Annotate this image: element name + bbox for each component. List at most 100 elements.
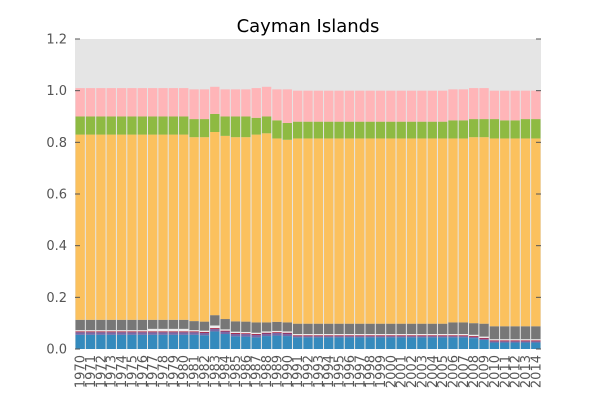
bar-segment-2013-s3 — [520, 339, 531, 341]
bar-segment-2005-s1 — [437, 336, 448, 338]
x-tick-label: 1987 — [250, 355, 265, 388]
bar-segment-2003-s7 — [417, 90, 427, 122]
bar-segment-1978-s0 — [158, 334, 168, 349]
bar-segment-2007-s1 — [458, 336, 469, 338]
bar-segment-1996-s1 — [344, 336, 355, 338]
y-tick-label: 1.2 — [46, 33, 67, 48]
bar-segment-2011-s4 — [500, 326, 510, 340]
bar-segment-1971-s5 — [85, 134, 96, 320]
bar-segment-2010-s2 — [489, 340, 500, 342]
bar-segment-2010-s0 — [489, 342, 500, 349]
bar-segment-1977-s6 — [147, 116, 158, 135]
bar-segment-1984-s0 — [220, 334, 230, 349]
bar-segment-2006-s3 — [448, 334, 458, 336]
bar-segment-1999-s2 — [375, 335, 386, 337]
bar-segment-1997-s5 — [355, 138, 365, 324]
bar-segment-2013-s6 — [520, 119, 531, 139]
x-tick-label: 1977 — [146, 355, 161, 388]
bar-segment-1973-s6 — [106, 116, 116, 135]
y-tick-label: 0.4 — [46, 239, 67, 254]
bar-segment-1979-s7 — [168, 88, 179, 117]
bar-segment-1991-s4 — [292, 323, 303, 335]
bar-segment-1987-s0 — [251, 337, 261, 349]
x-tick-label: 1994 — [322, 355, 337, 388]
bar-segment-2014-s0 — [531, 342, 541, 349]
bar-segment-2004-s5 — [427, 138, 437, 324]
bar-segment-1994-s1 — [324, 336, 334, 338]
bar-segment-1991-s1 — [292, 336, 303, 338]
bar-segment-1987-s4 — [251, 322, 261, 333]
bar-segment-1988-s1 — [261, 333, 272, 337]
bar-segment-1985-s1 — [230, 333, 241, 337]
y-tick-label: 0.0 — [46, 343, 67, 358]
bar-segment-1987-s1 — [251, 334, 261, 338]
bar-segment-1987-s3 — [251, 332, 261, 335]
bar-segment-1971-s6 — [85, 116, 96, 135]
bar-segment-1996-s6 — [344, 121, 355, 139]
bar-segment-2009-s0 — [479, 339, 489, 349]
bar-segment-2009-s3 — [479, 336, 489, 338]
bar-segment-1998-s6 — [365, 121, 375, 139]
bar-segment-2006-s0 — [448, 337, 458, 349]
bar-segment-1995-s6 — [334, 121, 344, 139]
bar-segment-1987-s6 — [251, 117, 261, 135]
bar-segment-2009-s6 — [479, 119, 489, 138]
bars-group — [75, 86, 541, 349]
bar-segment-2010-s7 — [489, 90, 500, 120]
x-tick-label: 2002 — [405, 355, 420, 388]
x-tick-label: 2005 — [436, 355, 451, 388]
bar-segment-2001-s6 — [396, 121, 406, 139]
bar-segment-1979-s4 — [168, 319, 179, 329]
bar-segment-1976-s6 — [137, 116, 147, 135]
bar-segment-2002-s6 — [406, 121, 417, 139]
bar-segment-1972-s6 — [96, 116, 106, 135]
bar-segment-2005-s2 — [437, 335, 448, 337]
bar-segment-2000-s0 — [386, 337, 396, 349]
bar-segment-2012-s3 — [510, 339, 520, 341]
bar-segment-1974-s5 — [116, 134, 127, 320]
bar-segment-1993-s1 — [313, 336, 324, 338]
bar-segment-1992-s3 — [303, 334, 313, 336]
bar-segment-1990-s0 — [282, 336, 292, 349]
bar-segment-1974-s0 — [116, 334, 127, 349]
bar-segment-1975-s4 — [127, 319, 137, 331]
bar-segment-1993-s2 — [313, 335, 324, 337]
bar-segment-1978-s7 — [158, 88, 168, 117]
bar-segment-1997-s6 — [355, 121, 365, 139]
bar-segment-2005-s4 — [437, 323, 448, 335]
bar-segment-2003-s5 — [417, 138, 427, 324]
bar-segment-1995-s1 — [334, 336, 344, 338]
bar-segment-2010-s3 — [489, 339, 500, 341]
bar-segment-1979-s3 — [168, 328, 179, 332]
bar-segment-1976-s3 — [137, 330, 147, 332]
bar-segment-1998-s0 — [365, 337, 375, 349]
bar-segment-1992-s4 — [303, 323, 313, 335]
y-tick-label: 0.2 — [46, 291, 67, 306]
bar-segment-1977-s2 — [147, 331, 158, 333]
bar-segment-1988-s3 — [261, 331, 272, 333]
bar-segment-1973-s7 — [106, 88, 116, 117]
bar-segment-1994-s2 — [324, 335, 334, 337]
bar-segment-2013-s5 — [520, 138, 531, 327]
bar-segment-2012-s0 — [510, 342, 520, 349]
x-tick-label: 2003 — [415, 355, 430, 388]
bar-segment-2000-s6 — [386, 121, 396, 139]
bar-segment-2000-s4 — [386, 323, 396, 335]
bar-segment-1999-s5 — [375, 138, 386, 324]
bar-segment-1997-s0 — [355, 337, 365, 349]
bar-segment-2008-s2 — [469, 336, 479, 337]
bar-segment-2002-s7 — [406, 90, 417, 122]
bar-segment-1999-s1 — [375, 336, 386, 338]
bar-segment-1991-s5 — [292, 138, 303, 324]
bar-segment-1984-s2 — [220, 330, 230, 332]
x-tick-label: 2004 — [426, 355, 441, 388]
chart-title: Cayman Islands — [237, 16, 380, 37]
bar-segment-1983-s4 — [210, 315, 220, 326]
bar-segment-2008-s4 — [469, 323, 479, 335]
bar-segment-1996-s7 — [344, 90, 355, 122]
bar-segment-2001-s4 — [396, 323, 406, 335]
bar-segment-1972-s3 — [96, 330, 106, 332]
bar-segment-2013-s0 — [520, 342, 531, 349]
bar-segment-1996-s0 — [344, 337, 355, 349]
bar-segment-2003-s1 — [417, 336, 427, 338]
